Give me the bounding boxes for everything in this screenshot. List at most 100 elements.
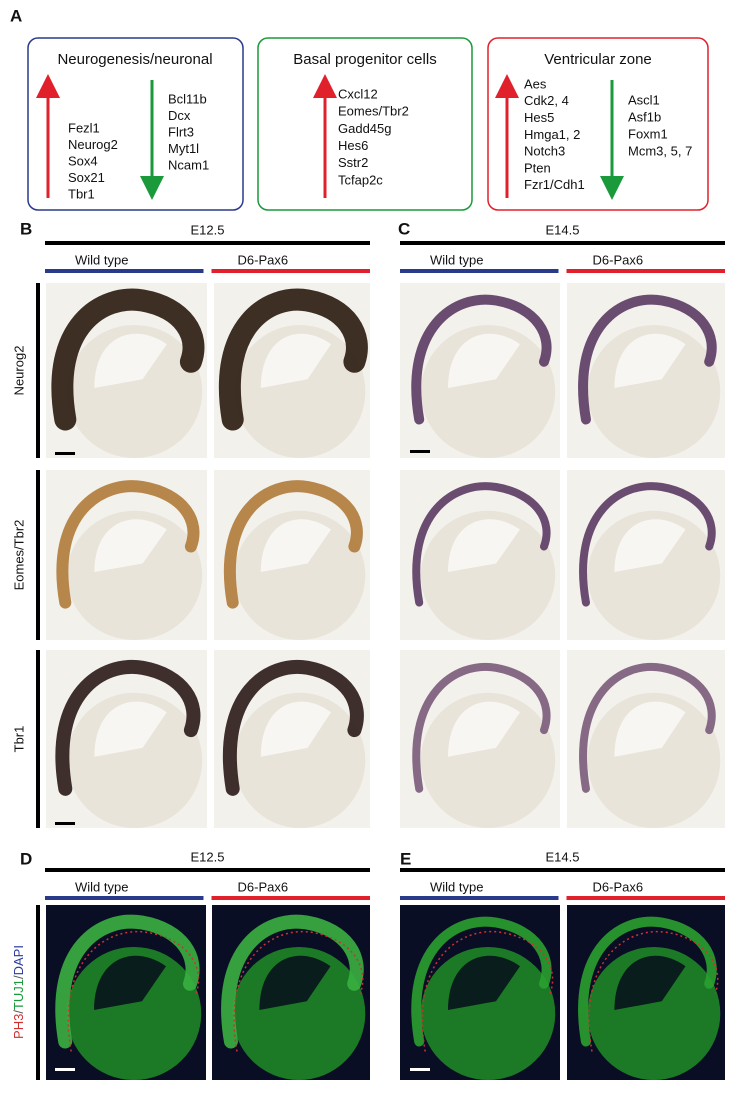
genotype-bar <box>45 269 204 273</box>
genotype: Wild type <box>75 879 128 894</box>
stage-bar <box>45 241 370 245</box>
box-title: Neurogenesis/neuronal <box>57 51 212 68</box>
genotype-bar <box>566 269 725 273</box>
box <box>27 37 244 211</box>
panel-label: C <box>398 219 410 238</box>
separator: / <box>11 975 26 979</box>
row-label: Tbr1 <box>11 726 26 753</box>
ventricle <box>259 955 331 1010</box>
box <box>487 37 709 211</box>
section-image <box>400 470 560 640</box>
up-gene: Gadd45g <box>338 121 392 136</box>
ventricle <box>448 955 520 1010</box>
scale-bar <box>55 452 75 455</box>
panel-label: B <box>20 219 32 238</box>
section-image <box>46 283 207 458</box>
stain-label: PH3/TUJ1/DAPI <box>11 945 26 1039</box>
up-gene: Notch3 <box>524 144 565 159</box>
ventricle <box>94 519 167 572</box>
genotype-bar <box>45 896 204 900</box>
cortex <box>579 482 716 607</box>
genotype: D6-Pax6 <box>593 879 644 894</box>
row-label: Eomes/Tbr2 <box>11 520 26 591</box>
cortex <box>222 659 364 796</box>
up-gene: Tcfap2c <box>338 172 383 187</box>
ventricle <box>94 701 167 757</box>
cortex <box>223 480 363 609</box>
stage-bar <box>45 868 370 872</box>
ventricle <box>260 519 331 572</box>
up-gene: Eomes/Tbr2 <box>338 104 409 119</box>
up-gene: Pten <box>524 160 551 175</box>
genotype: Wild type <box>430 252 483 267</box>
down-gene: Mcm3, 5, 7 <box>628 143 692 158</box>
up-gene: Fzr1/Cdh1 <box>524 177 585 192</box>
down-gene: Asf1b <box>628 109 661 124</box>
ventricle <box>448 701 520 757</box>
stage: E14.5 <box>546 849 580 864</box>
row-bar <box>36 905 40 1080</box>
down-gene: Dcx <box>168 108 191 123</box>
genotype-bar <box>211 269 370 273</box>
section-image <box>567 470 725 640</box>
genotype: D6-Pax6 <box>238 879 289 894</box>
row-label: Neurog2 <box>11 346 26 396</box>
ventricle <box>94 955 166 1010</box>
section-image <box>214 650 370 828</box>
ventricle <box>614 955 686 1010</box>
cortex <box>55 659 201 796</box>
ventricle <box>260 333 331 388</box>
section-image <box>400 283 560 458</box>
genotype-bar <box>211 896 370 900</box>
cortex <box>56 480 200 609</box>
panel-label: A <box>10 6 22 25</box>
cortex <box>412 662 551 793</box>
section-image <box>567 905 725 1080</box>
up-gene: Sstr2 <box>338 155 368 170</box>
ventricle <box>448 333 520 388</box>
box-title: Basal progenitor cells <box>293 51 436 68</box>
ventricle <box>614 701 686 757</box>
section-image <box>46 905 206 1080</box>
up-gene: Cxcl12 <box>338 86 378 101</box>
up-gene: Fezl1 <box>68 120 100 135</box>
cortex <box>412 482 551 607</box>
up-gene: Sox4 <box>68 153 98 168</box>
scale-bar <box>55 822 75 825</box>
ventricle <box>614 519 686 572</box>
cortex <box>218 288 368 431</box>
down-gene: Flrt3 <box>168 124 194 139</box>
down-gene: Ncam1 <box>168 157 209 172</box>
stage-bar <box>400 241 725 245</box>
genotype: D6-Pax6 <box>593 252 644 267</box>
up-gene: Neurog2 <box>68 137 118 152</box>
section-image <box>567 650 725 828</box>
section-image <box>400 650 560 828</box>
section-image <box>46 650 207 828</box>
cortex <box>578 294 717 425</box>
panel-a: A <box>10 6 709 211</box>
scale-bar <box>55 1068 75 1071</box>
genotype: Wild type <box>75 252 128 267</box>
up-gene: Cdk2, 4 <box>524 93 569 108</box>
genotype-bar <box>400 269 559 273</box>
up-gene: Tbr1 <box>68 186 95 201</box>
up-gene: Hes6 <box>338 138 368 153</box>
down-gene: Myt1l <box>168 141 199 156</box>
genotype-bar <box>400 896 559 900</box>
down-gene: Ascl1 <box>628 92 660 107</box>
section-image <box>214 470 370 640</box>
stain: TUJ1 <box>11 979 26 1010</box>
scale-bar <box>410 450 430 453</box>
section-image <box>567 283 725 458</box>
section-image <box>212 905 370 1080</box>
genotype: Wild type <box>430 879 483 894</box>
up-gene: Sox21 <box>68 170 105 185</box>
genotype-bar <box>566 896 725 900</box>
ventricle <box>614 333 686 388</box>
up-gene: Hmga1, 2 <box>524 127 580 142</box>
up-gene: Hes5 <box>524 110 554 125</box>
stage: E14.5 <box>546 222 580 237</box>
stage-bar <box>400 868 725 872</box>
